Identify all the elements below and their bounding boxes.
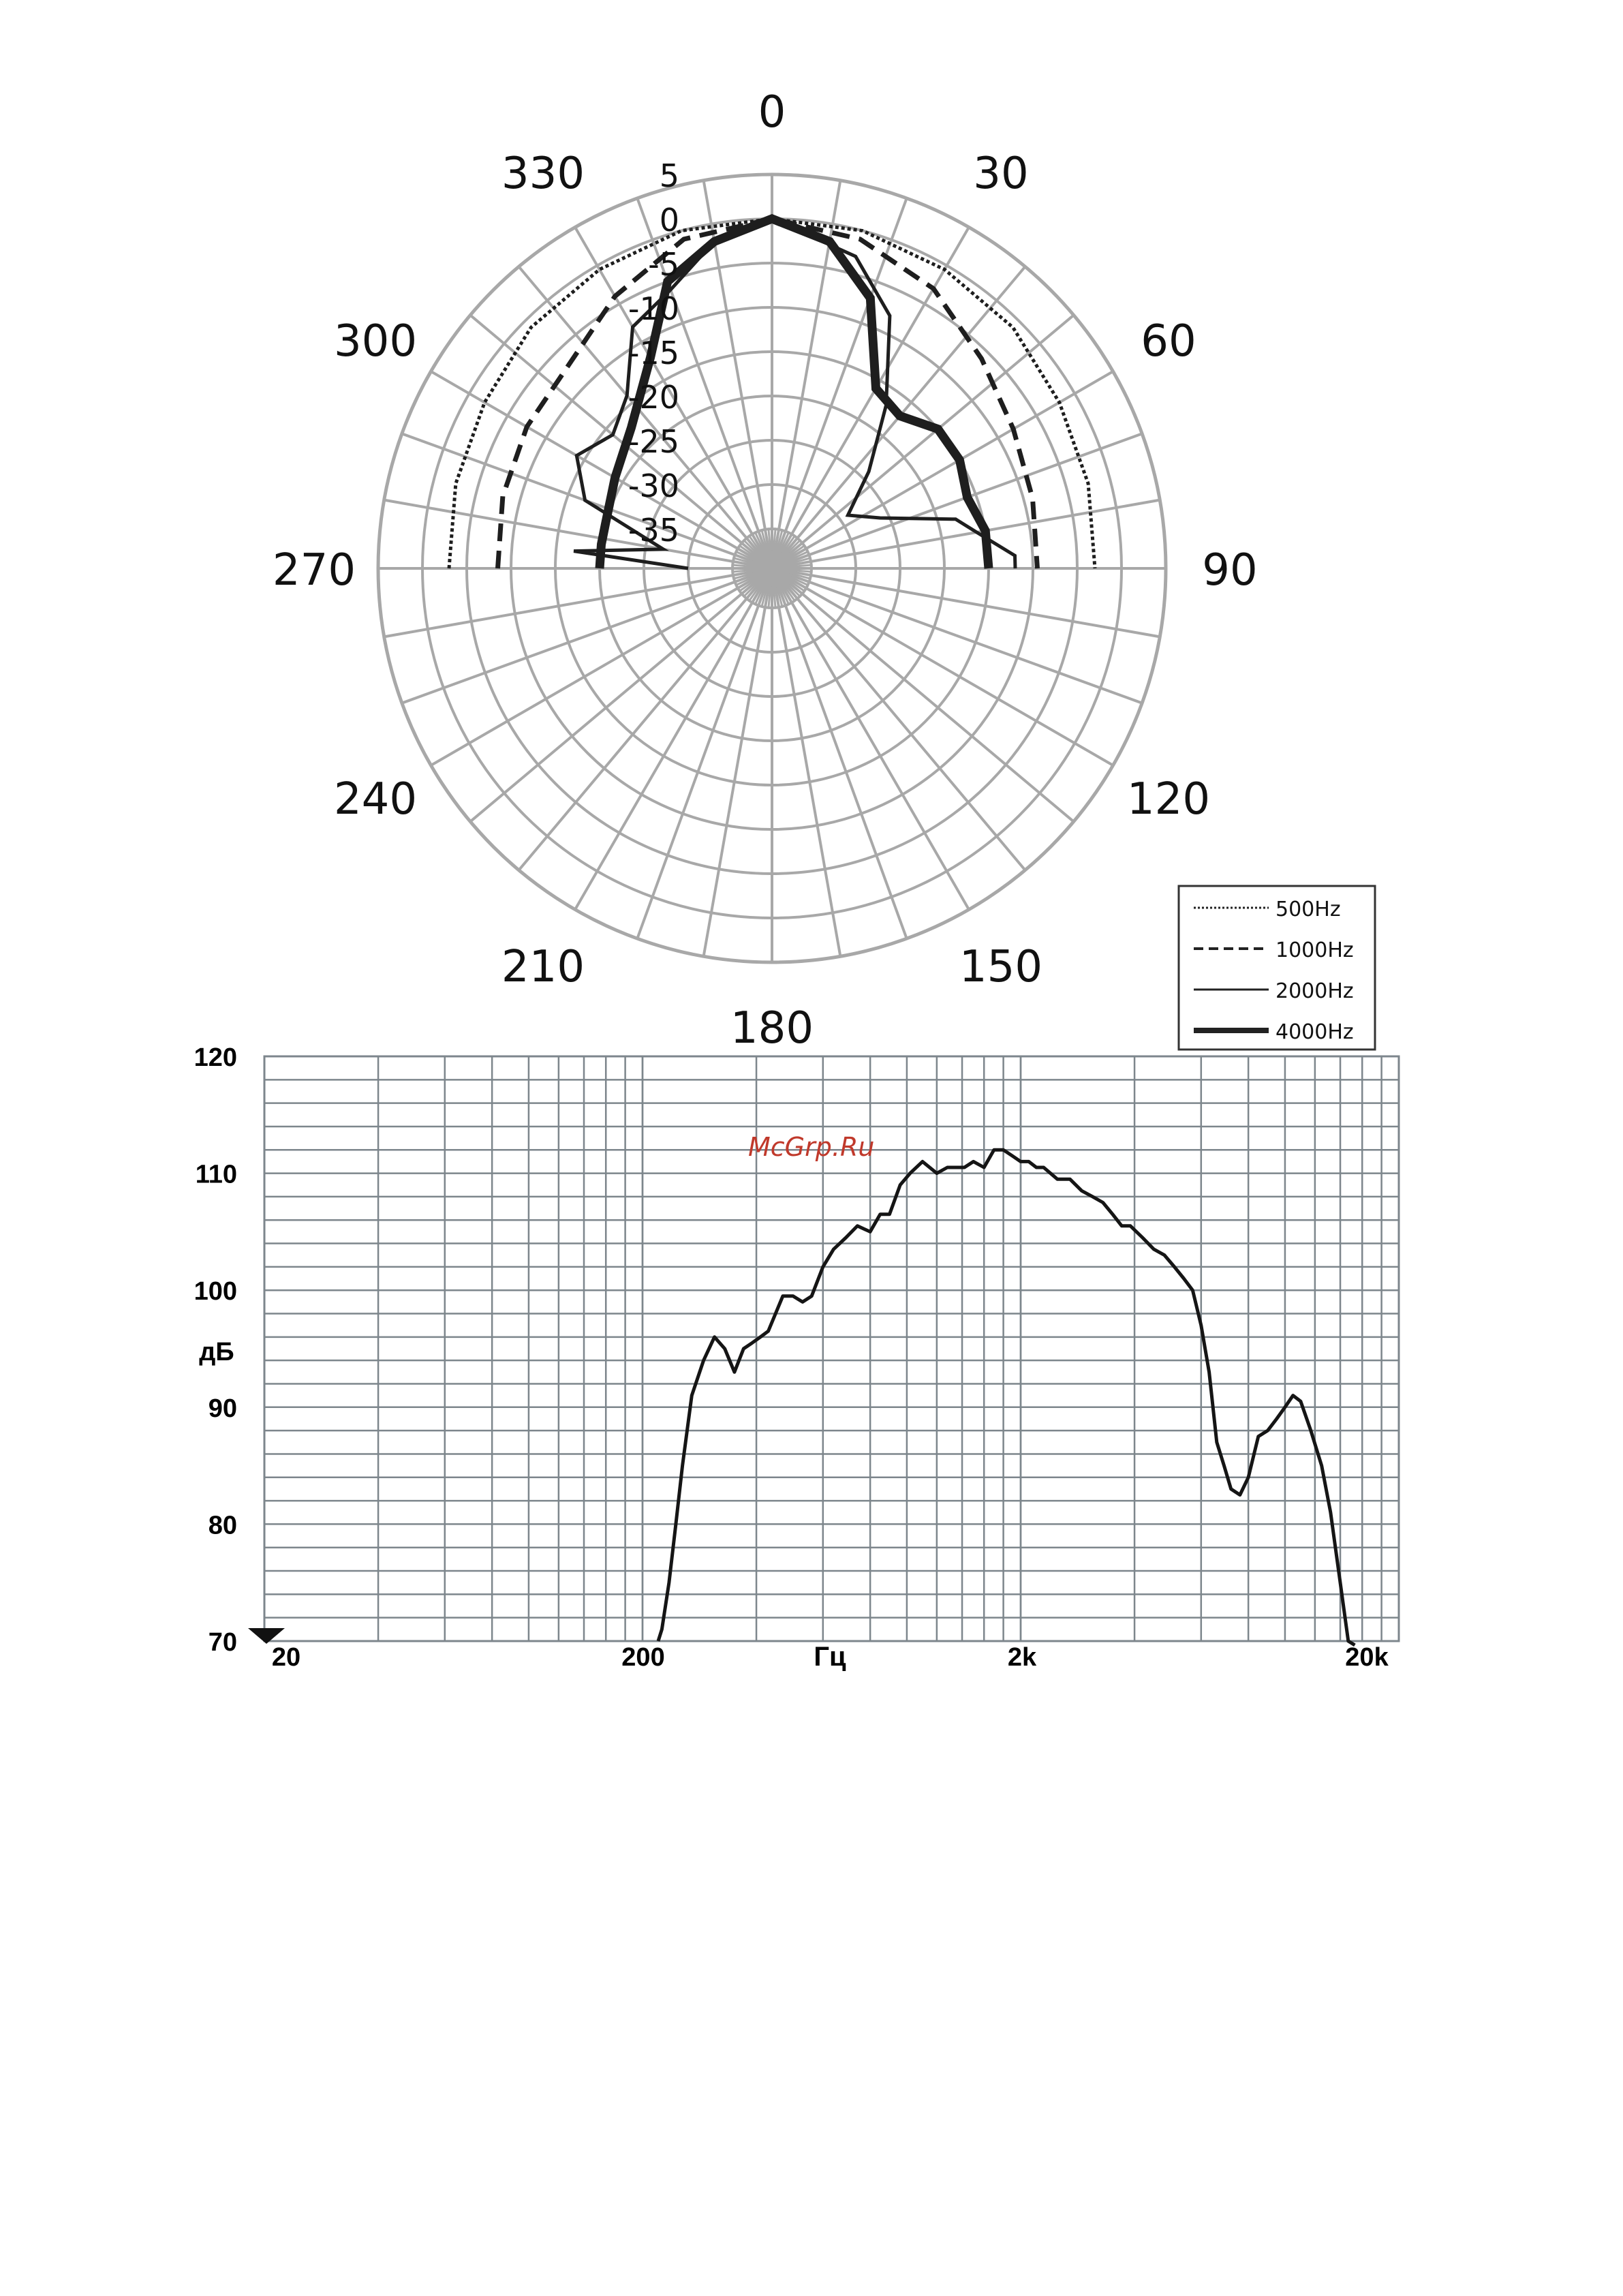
polar-grid-spoke xyxy=(771,432,1143,570)
polar-angle-label: 300 xyxy=(334,316,417,367)
polar-grid-spoke xyxy=(384,498,773,570)
polar-grid-spoke xyxy=(771,567,1075,823)
polar-grid-spoke xyxy=(517,265,773,570)
polar-series-4000hz xyxy=(595,214,993,569)
polar-radial-tick-label: 0 xyxy=(660,202,679,239)
polar-angle-label: 30 xyxy=(973,149,1028,199)
polar-grid-spoke xyxy=(702,568,773,957)
polar-angle-label: 90 xyxy=(1202,545,1257,596)
polar-grid-spoke xyxy=(771,567,1160,639)
fr-response-curve xyxy=(656,1148,1356,1647)
polar-grid-spoke xyxy=(469,313,773,570)
polar-angle-label: 0 xyxy=(758,87,786,138)
polar-radial-tick-label: -10 xyxy=(628,290,679,327)
polar-angle-label: 180 xyxy=(730,1003,814,1054)
polar-grid-spoke xyxy=(771,313,1075,570)
polar-angle-label: 60 xyxy=(1141,316,1196,367)
polar-grid-spoke xyxy=(771,226,970,570)
legend-label: 4000Hz xyxy=(1276,1020,1354,1044)
polar-series-500hz xyxy=(447,217,1097,569)
legend-label: 2000Hz xyxy=(1276,979,1354,1003)
fr-y-tick-label: 70 xyxy=(208,1628,237,1657)
polar-grid-spoke xyxy=(771,567,1027,872)
polar-angle-label: 330 xyxy=(501,149,585,199)
fr-x-tick-label: 20k xyxy=(1345,1643,1389,1672)
polar-radial-tick-label: -35 xyxy=(628,512,679,549)
polar-angle-label: 150 xyxy=(959,942,1042,992)
polar-grid-spoke xyxy=(430,370,773,570)
polar-grid-spoke xyxy=(430,567,773,767)
polar-grid-spoke xyxy=(771,498,1160,570)
fr-plot-frame xyxy=(263,1055,1400,1642)
legend-label: 1000Hz xyxy=(1276,938,1354,962)
polar-angle-label: 240 xyxy=(334,774,417,825)
polar-hub xyxy=(754,550,790,587)
polar-angle-label: 120 xyxy=(1127,774,1210,825)
polar-grid-spoke xyxy=(771,198,908,569)
polar-grid-spoke xyxy=(771,567,1114,767)
legend-label: 500Hz xyxy=(1276,898,1341,921)
fr-x-axis-label: Гц xyxy=(814,1642,846,1672)
polar-grid-spoke xyxy=(771,568,908,939)
fr-y-tick-label: 120 xyxy=(194,1043,237,1072)
polar-grid-spoke xyxy=(401,567,773,705)
fr-y-tick-label: 100 xyxy=(194,1277,237,1306)
frequency-response-chart: 70 80 90 100 110 120 дБ 20 200 2k 20k Гц xyxy=(194,1043,1400,1672)
fr-x-tick-label: 200 xyxy=(621,1643,664,1672)
polar-radial-tick-label: 5 xyxy=(660,157,679,194)
polar-radial-tick-label: -20 xyxy=(628,379,679,416)
polar-grid-spoke xyxy=(384,567,773,639)
legend-box xyxy=(1177,885,1376,1051)
polar-angle-label: 210 xyxy=(501,942,585,992)
polar-grid-spoke xyxy=(574,226,773,570)
polar-grid-spoke xyxy=(771,567,1143,705)
polar-grid-spoke xyxy=(771,370,1114,570)
polar-grid-spoke xyxy=(469,567,773,823)
polar-grid-spoke xyxy=(636,568,773,939)
fr-y-axis-label: дБ xyxy=(199,1338,234,1366)
polar-grid-spoke xyxy=(771,568,970,910)
polar-grid-spoke xyxy=(771,568,842,957)
polar-radial-tick-label: -15 xyxy=(628,335,679,371)
fr-y-tick-label: 110 xyxy=(196,1161,237,1189)
polar-grid-spoke xyxy=(574,568,773,910)
fr-y-tick-label: 80 xyxy=(208,1511,237,1540)
fr-x-tick-label: 2k xyxy=(1008,1643,1037,1672)
watermark: McGrp.Ru xyxy=(748,1132,874,1162)
polar-series-1000hz xyxy=(495,216,1040,569)
polar-angle-label: 270 xyxy=(273,545,356,596)
polar-directivity-chart: 5 0 -5 -10 -15 -20 -25 -30 -35 0 30 60 90 120 150 180 21… xyxy=(273,87,1258,1054)
fr-origin-marker-icon xyxy=(248,1628,285,1644)
polar-radial-tick-label: -30 xyxy=(628,468,679,504)
polar-grid-spoke xyxy=(517,567,773,872)
polar-radial-tick-label: -5 xyxy=(648,246,679,283)
polar-radial-tick-label: -25 xyxy=(628,423,679,460)
fr-x-tick-label: 20 xyxy=(272,1643,300,1672)
polar-legend: 500Hz 1000Hz 2000Hz 4000Hz xyxy=(1177,885,1376,1051)
fr-y-tick-label: 90 xyxy=(208,1394,237,1423)
